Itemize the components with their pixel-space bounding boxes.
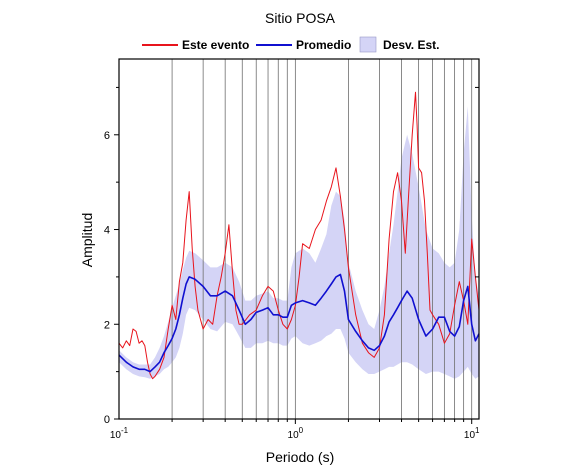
series-line-promedio bbox=[118, 273, 480, 373]
x-tick-label: 101 bbox=[464, 426, 480, 441]
legend: Este evento Promedio Desv. Est. bbox=[142, 36, 439, 53]
legend-item: Este evento bbox=[142, 38, 249, 52]
plot-frame bbox=[118, 58, 480, 420]
x-tick-label: 100 bbox=[288, 426, 304, 441]
legend-label: Este evento bbox=[182, 38, 249, 52]
series-layer bbox=[118, 91, 480, 380]
y-tick-label: 4 bbox=[104, 225, 110, 237]
x-axis-label: Periodo (s) bbox=[266, 449, 334, 465]
axes: 0 2 4 6 10-1 100 101 bbox=[104, 86, 480, 441]
y-tick-label: 2 bbox=[104, 319, 110, 331]
series-line-este-evento bbox=[118, 91, 480, 380]
std-dev-band bbox=[119, 106, 479, 379]
y-axis-label: Amplitud bbox=[79, 213, 95, 267]
legend-swatch bbox=[359, 36, 377, 53]
legend-item: Desv. Est. bbox=[359, 36, 439, 53]
y-tick-label: 6 bbox=[104, 130, 110, 142]
chart-title: Sitio POSA bbox=[265, 10, 336, 26]
legend-label: Desv. Est. bbox=[383, 38, 439, 52]
std-dev-band-layer bbox=[119, 106, 479, 379]
legend-label: Promedio bbox=[296, 38, 351, 52]
x-tick-label: 10-1 bbox=[110, 426, 129, 441]
legend-item: Promedio bbox=[256, 38, 351, 52]
plot-area bbox=[118, 58, 480, 420]
grid bbox=[171, 59, 473, 419]
y-tick-label: 0 bbox=[104, 414, 110, 426]
